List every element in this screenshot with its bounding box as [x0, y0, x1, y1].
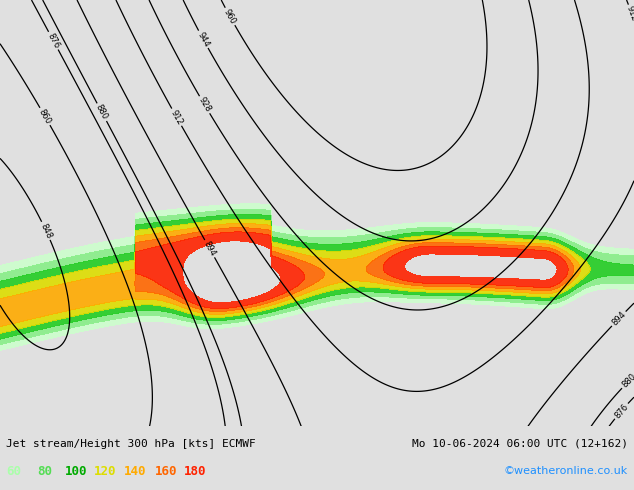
Text: 894: 894 [202, 240, 217, 258]
Text: 80: 80 [37, 465, 52, 478]
Text: 928: 928 [197, 96, 212, 114]
Text: 880: 880 [94, 103, 110, 122]
Text: 120: 120 [94, 465, 116, 478]
Text: 100: 100 [65, 465, 87, 478]
Text: 876: 876 [612, 402, 630, 420]
Text: 140: 140 [124, 465, 146, 478]
Text: 848: 848 [39, 221, 53, 240]
Text: Mo 10-06-2024 06:00 UTC (12+162): Mo 10-06-2024 06:00 UTC (12+162) [411, 439, 628, 449]
Text: 876: 876 [46, 31, 61, 50]
Text: 944: 944 [195, 30, 211, 49]
Text: 880: 880 [620, 372, 634, 390]
Text: 160: 160 [155, 465, 177, 478]
Text: 894: 894 [610, 310, 628, 328]
Text: Jet stream/Height 300 hPa [kts] ECMWF: Jet stream/Height 300 hPa [kts] ECMWF [6, 439, 256, 449]
Text: 912: 912 [625, 5, 634, 23]
Text: 180: 180 [184, 465, 206, 478]
Text: 912: 912 [169, 108, 184, 126]
Text: 860: 860 [37, 107, 53, 125]
Text: ©weatheronline.co.uk: ©weatheronline.co.uk [503, 466, 628, 476]
Text: 60: 60 [6, 465, 22, 478]
Text: 960: 960 [222, 7, 238, 25]
